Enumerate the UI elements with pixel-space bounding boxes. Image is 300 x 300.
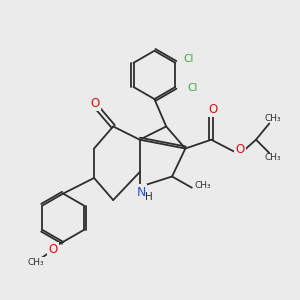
Text: CH₃: CH₃	[265, 114, 281, 123]
Text: O: O	[208, 103, 217, 116]
Text: CH₃: CH₃	[195, 181, 211, 190]
Text: O: O	[235, 143, 244, 157]
Text: N: N	[136, 186, 146, 199]
Text: Cl: Cl	[183, 54, 194, 64]
Text: CH₃: CH₃	[27, 258, 44, 267]
Text: O: O	[91, 97, 100, 110]
Text: Cl: Cl	[187, 83, 198, 94]
Text: H: H	[145, 192, 153, 202]
Text: CH₃: CH₃	[265, 153, 281, 162]
Text: O: O	[48, 243, 58, 256]
